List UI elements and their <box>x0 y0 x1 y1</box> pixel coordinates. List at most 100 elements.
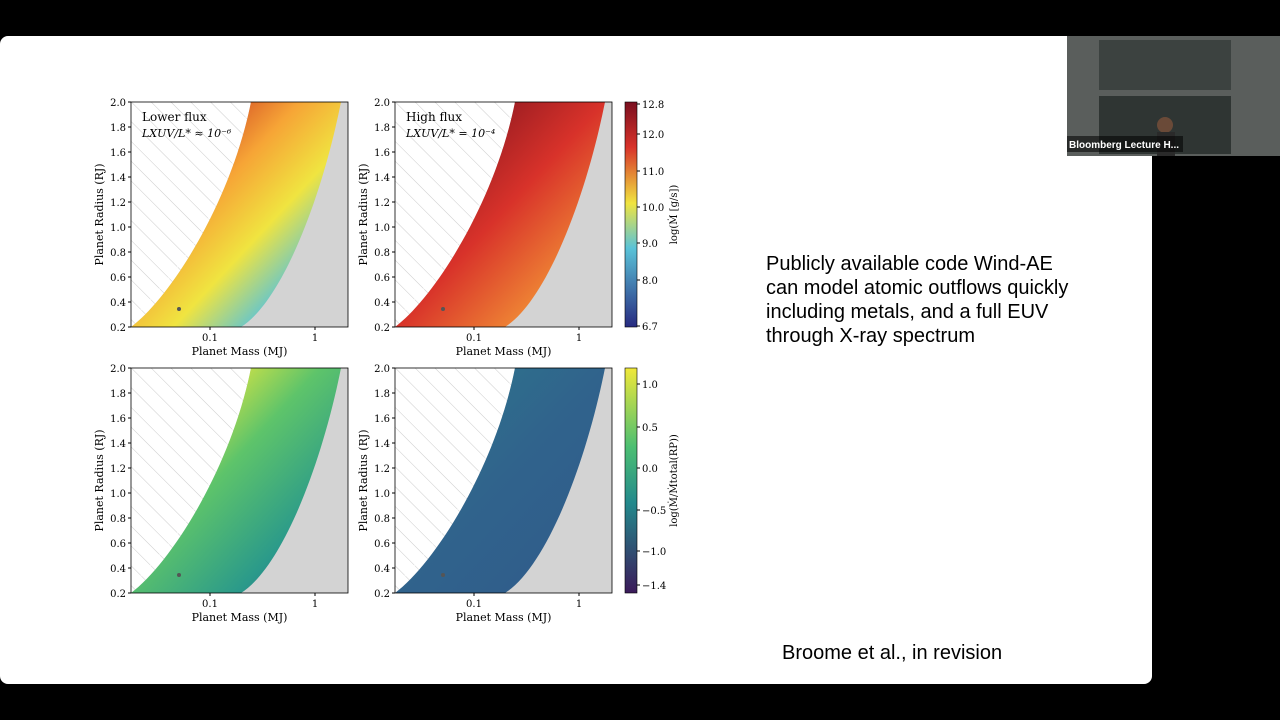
y-tick-label: 0.6 <box>110 273 126 284</box>
y-tick-label: 2.0 <box>374 364 390 375</box>
colorbar-tick-label: 10.0 <box>642 203 664 214</box>
colorbar-tick-label: −1.4 <box>642 581 666 592</box>
heatmap <box>131 368 341 593</box>
frame <box>394 367 613 594</box>
x-tick-label: 1 <box>576 599 582 610</box>
colorbar-tick-label: 0.0 <box>642 464 658 475</box>
x-axis-label: Planet Mass (MJ) <box>456 611 552 624</box>
y-tick-label: 1.8 <box>110 389 126 400</box>
y-tick-label: 2.0 <box>110 98 126 109</box>
y-tick-label: 1.8 <box>110 123 126 134</box>
colorbar-tick-label: −1.0 <box>642 547 666 558</box>
contour <box>402 369 514 579</box>
panel: 2.0 1.8 1.6 1.4 1.2 1.0 0.8 0.6 0.4 0.2 0.1 1 Planet… <box>93 98 349 358</box>
y-tick-label: 0.8 <box>374 248 390 259</box>
y-tick-label: 1.2 <box>110 464 126 475</box>
contour <box>138 369 250 579</box>
y-tick-label: 0.6 <box>374 273 390 284</box>
y-tick-label: 0.8 <box>110 514 126 525</box>
x-tick-label: 1 <box>312 333 318 344</box>
panel: 2.0 1.8 1.6 1.4 1.2 1.0 0.8 0.6 0.4 0.2 0.1 1 Planet… <box>357 364 613 624</box>
planet-marker <box>441 573 445 577</box>
colorbar-label: log(Ṁ [g/s]) <box>668 185 680 245</box>
x-axis-label: Planet Mass (MJ) <box>456 345 552 358</box>
frame <box>394 101 613 328</box>
colorbar-tick-label: 8.0 <box>642 276 658 287</box>
colorbar-tick-label: 6.7 <box>642 322 658 333</box>
excluded-region <box>395 102 515 327</box>
y-tick-label: 0.2 <box>110 323 126 334</box>
y-tick-label: 1.0 <box>110 489 126 500</box>
y-tick-label: 1.4 <box>110 439 126 450</box>
y-tick-label: 1.2 <box>374 198 390 209</box>
planet-marker <box>177 573 181 577</box>
colorbar-bar <box>624 101 638 328</box>
panel: 2.0 1.8 1.6 1.4 1.2 1.0 0.8 0.6 0.4 0.2 0.1 1 Planet… <box>93 364 349 624</box>
y-tick-label: 0.6 <box>374 539 390 550</box>
heatmap <box>395 368 605 593</box>
colorbar-tick-label: 12.8 <box>642 100 664 111</box>
y-tick-label: 1.4 <box>374 439 390 450</box>
y-tick-label: 0.2 <box>374 589 390 600</box>
colorbar: 12.8 12.0 11.0 10.0 9.0 8.0 6.7 log(Ṁ [g/s]) <box>624 100 680 333</box>
y-tick-label: 1.6 <box>374 414 390 425</box>
y-tick-label: 0.6 <box>110 539 126 550</box>
colorbar-tick-label: 9.0 <box>642 239 658 250</box>
planet-marker <box>177 307 181 311</box>
colorbar-tick-label: −0.5 <box>642 506 666 517</box>
colorbar-tick-label: 0.5 <box>642 423 658 434</box>
panel-formula: LXUV/L* = 10⁻⁴ <box>405 127 495 140</box>
y-tick-label: 1.4 <box>110 173 126 184</box>
y-tick-label: 1.2 <box>374 464 390 475</box>
y-tick-label: 1.0 <box>374 489 390 500</box>
y-tick-label: 0.4 <box>374 564 390 575</box>
svg-text:through X-ray spectrum: through X-ray spectrum <box>766 325 975 347</box>
excluded-region <box>131 368 251 593</box>
y-tick-label: 0.2 <box>110 589 126 600</box>
y-tick-label: 0.4 <box>110 564 126 575</box>
y-tick-label: 1.4 <box>374 173 390 184</box>
y-tick-label: 1.6 <box>110 414 126 425</box>
panel-formula: LXUV/L* ≈ 10⁻⁶ <box>141 127 232 140</box>
y-tick-label: 0.4 <box>374 298 390 309</box>
x-tick-label: 0.1 <box>202 599 218 610</box>
frame <box>130 101 349 328</box>
y-axis-label: Planet Radius (RJ) <box>93 163 106 265</box>
svg-text:can model atomic outflows quic: can model atomic outflows quickly <box>766 277 1068 299</box>
y-tick-label: 2.0 <box>110 364 126 375</box>
frame <box>130 367 349 594</box>
y-tick-label: 0.4 <box>110 298 126 309</box>
contour <box>402 103 514 313</box>
svg-text:Publicly available code Wind-A: Publicly available code Wind-AE <box>766 253 1053 275</box>
colorbar-tick-label: 1.0 <box>642 380 658 391</box>
x-axis-label: Planet Mass (MJ) <box>192 611 288 624</box>
webcam: Bloomberg Lecture H... <box>1067 36 1280 156</box>
heatmap <box>395 102 605 327</box>
y-tick-label: 1.6 <box>110 148 126 159</box>
svg-text:including metals, and a full E: including metals, and a full EUV <box>766 301 1049 323</box>
citation: Broome et al., in revision <box>782 642 1002 664</box>
y-tick-label: 1.0 <box>110 223 126 234</box>
excluded-region <box>131 102 251 327</box>
excluded-region <box>395 368 515 593</box>
y-axis-label: Planet Radius (RJ) <box>357 163 370 265</box>
x-tick-label: 1 <box>576 333 582 344</box>
x-tick-label: 0.1 <box>466 599 482 610</box>
webcam-caption: Bloomberg Lecture H... <box>1069 140 1179 151</box>
x-tick-label: 0.1 <box>202 333 218 344</box>
y-tick-label: 1.0 <box>374 223 390 234</box>
panel-label: Lower flux <box>142 110 207 124</box>
y-tick-label: 2.0 <box>374 98 390 109</box>
y-tick-label: 1.6 <box>374 148 390 159</box>
contour <box>138 103 250 313</box>
colorbar-label: log(Ṁ/Ṁtotal(RP)) <box>668 434 680 527</box>
colorbar-tick-label: 12.0 <box>642 130 664 141</box>
y-tick-label: 1.2 <box>110 198 126 209</box>
colorbar-tick-label: 11.0 <box>642 167 664 178</box>
y-tick-label: 1.8 <box>374 389 390 400</box>
panel: 2.0 1.8 1.6 1.4 1.2 1.0 0.8 0.6 0.4 0.2 0.1 1 Planet… <box>357 98 613 358</box>
y-tick-label: 1.8 <box>374 123 390 134</box>
y-axis-label: Planet Radius (RJ) <box>93 429 106 531</box>
